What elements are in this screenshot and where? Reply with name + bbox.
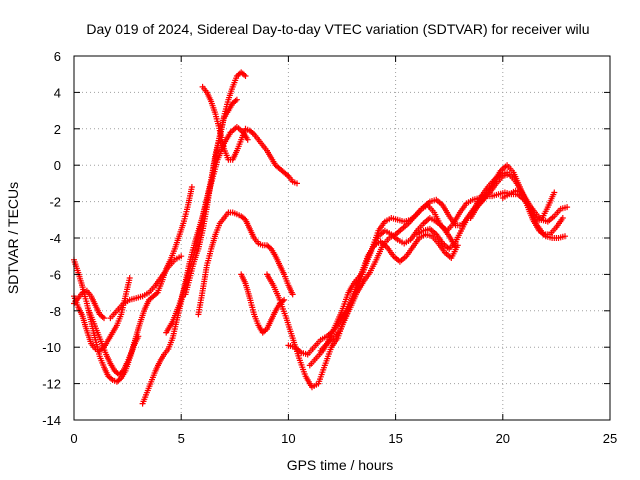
y-tick-label: 2 <box>54 122 61 137</box>
x-tick-label: 0 <box>70 431 77 446</box>
data-series <box>238 271 287 335</box>
y-tick-label: -10 <box>42 340 61 355</box>
y-tick-label: 6 <box>54 49 61 64</box>
y-tick-label: -12 <box>42 377 61 392</box>
x-tick-label: 20 <box>496 431 510 446</box>
y-tick-label: -8 <box>49 304 61 319</box>
data-series <box>264 271 334 390</box>
x-tick-label: 15 <box>388 431 402 446</box>
y-tick-label: -4 <box>49 231 61 246</box>
data-series <box>86 184 195 378</box>
x-tick-label: 25 <box>603 431 617 446</box>
y-tick-label: 0 <box>54 158 61 173</box>
x-axis: 0 5 10 15 20 25 <box>70 56 617 446</box>
x-axis-label: GPS time / hours <box>287 457 394 473</box>
x-tick-label: 5 <box>178 431 185 446</box>
data-series <box>500 188 558 223</box>
y-tick-label: -6 <box>49 267 61 282</box>
y-tick-label: 4 <box>54 85 61 100</box>
data-series <box>163 124 251 336</box>
y-tick-label: -2 <box>49 195 61 210</box>
x-tick-label: 10 <box>281 431 295 446</box>
gridlines <box>74 56 610 420</box>
chart-title: Day 019 of 2024, Sidereal Day-to-day VTE… <box>86 21 589 37</box>
data-marks <box>71 69 570 406</box>
y-tick-label: -14 <box>42 413 61 428</box>
y-axis-label: SDTVAR / TECUs <box>5 182 21 294</box>
